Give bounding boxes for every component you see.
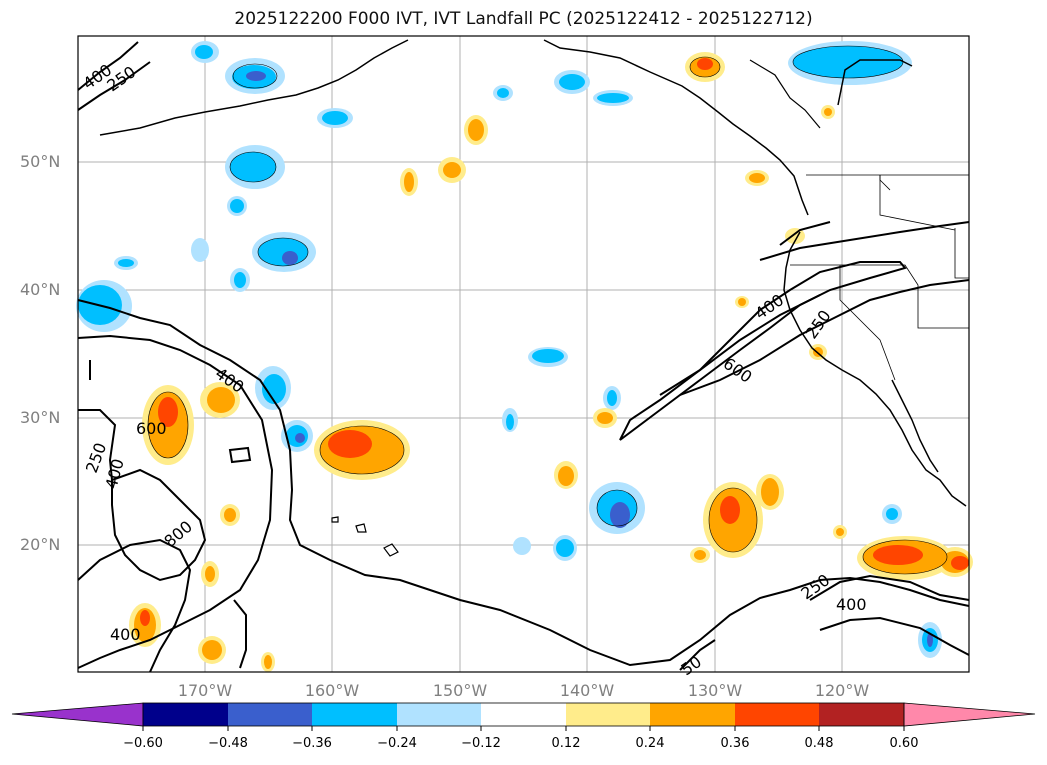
colorbar-segment — [397, 703, 481, 726]
colorbar-tick-label: −0.48 — [208, 736, 248, 751]
ivt-contours — [77, 41, 970, 673]
colorbar-tick-label: 0.24 — [635, 736, 665, 751]
borders — [790, 174, 969, 381]
map-title: 2025122200 F000 IVT, IVT Landfall PC (20… — [234, 9, 813, 29]
contour-label: 400 — [110, 625, 141, 644]
lon-label-120w: 120°W — [814, 681, 870, 700]
colorbar-tick-label: −0.12 — [461, 736, 501, 751]
colorbar-tick-label: 0.12 — [551, 736, 581, 751]
colorbar-segment — [312, 703, 397, 726]
coastlines — [99, 39, 967, 557]
colorbar — [11, 702, 1036, 731]
colorbar-tick-label: −0.36 — [292, 736, 332, 751]
colorbar-tick-label: −0.24 — [377, 736, 417, 751]
contour-labels: 400 250 400 600 250 400 800 400 400 600 … — [79, 60, 866, 679]
pc-outlines — [147, 45, 948, 575]
colorbar-segment — [566, 703, 650, 726]
contour-label: 50 — [677, 652, 705, 679]
map-border — [77, 35, 970, 673]
contour-label: 800 — [160, 517, 196, 551]
pc-shading — [76, 41, 973, 672]
colorbar-extend-max — [903, 702, 1036, 727]
colorbar-segment — [228, 703, 312, 726]
contour-label: 600 — [720, 354, 756, 387]
lat-label-20n: 20°N — [20, 535, 61, 554]
contour-label: 400 — [102, 457, 128, 491]
contour-label: 400 — [836, 595, 867, 614]
lat-label-50n: 50°N — [20, 152, 61, 171]
lat-label-30n: 30°N — [20, 408, 61, 427]
colorbar-tick-label: 0.48 — [804, 736, 834, 751]
colorbar-segment — [819, 703, 904, 726]
colorbar-tick-label: 0.36 — [720, 736, 750, 751]
colorbar-tick-label: −0.60 — [123, 736, 163, 751]
contour-label: 250 — [797, 570, 833, 603]
lon-label-150w: 150°W — [432, 681, 488, 700]
contour-label: 600 — [136, 419, 167, 438]
colorbar-tick-label: 0.60 — [889, 736, 919, 751]
colorbar-extend-min — [11, 702, 144, 727]
contour-label: 250 — [802, 306, 835, 342]
lon-label-170w: 170°W — [177, 681, 233, 700]
lon-label-140w: 140°W — [559, 681, 615, 700]
colorbar-segment — [481, 703, 566, 726]
colorbar-segment — [143, 703, 228, 726]
lon-label-130w: 130°W — [687, 681, 743, 700]
colorbar-segment — [735, 703, 819, 726]
colorbar-segment — [650, 703, 735, 726]
lat-label-40n: 40°N — [20, 280, 61, 299]
lon-label-160w: 160°W — [304, 681, 360, 700]
